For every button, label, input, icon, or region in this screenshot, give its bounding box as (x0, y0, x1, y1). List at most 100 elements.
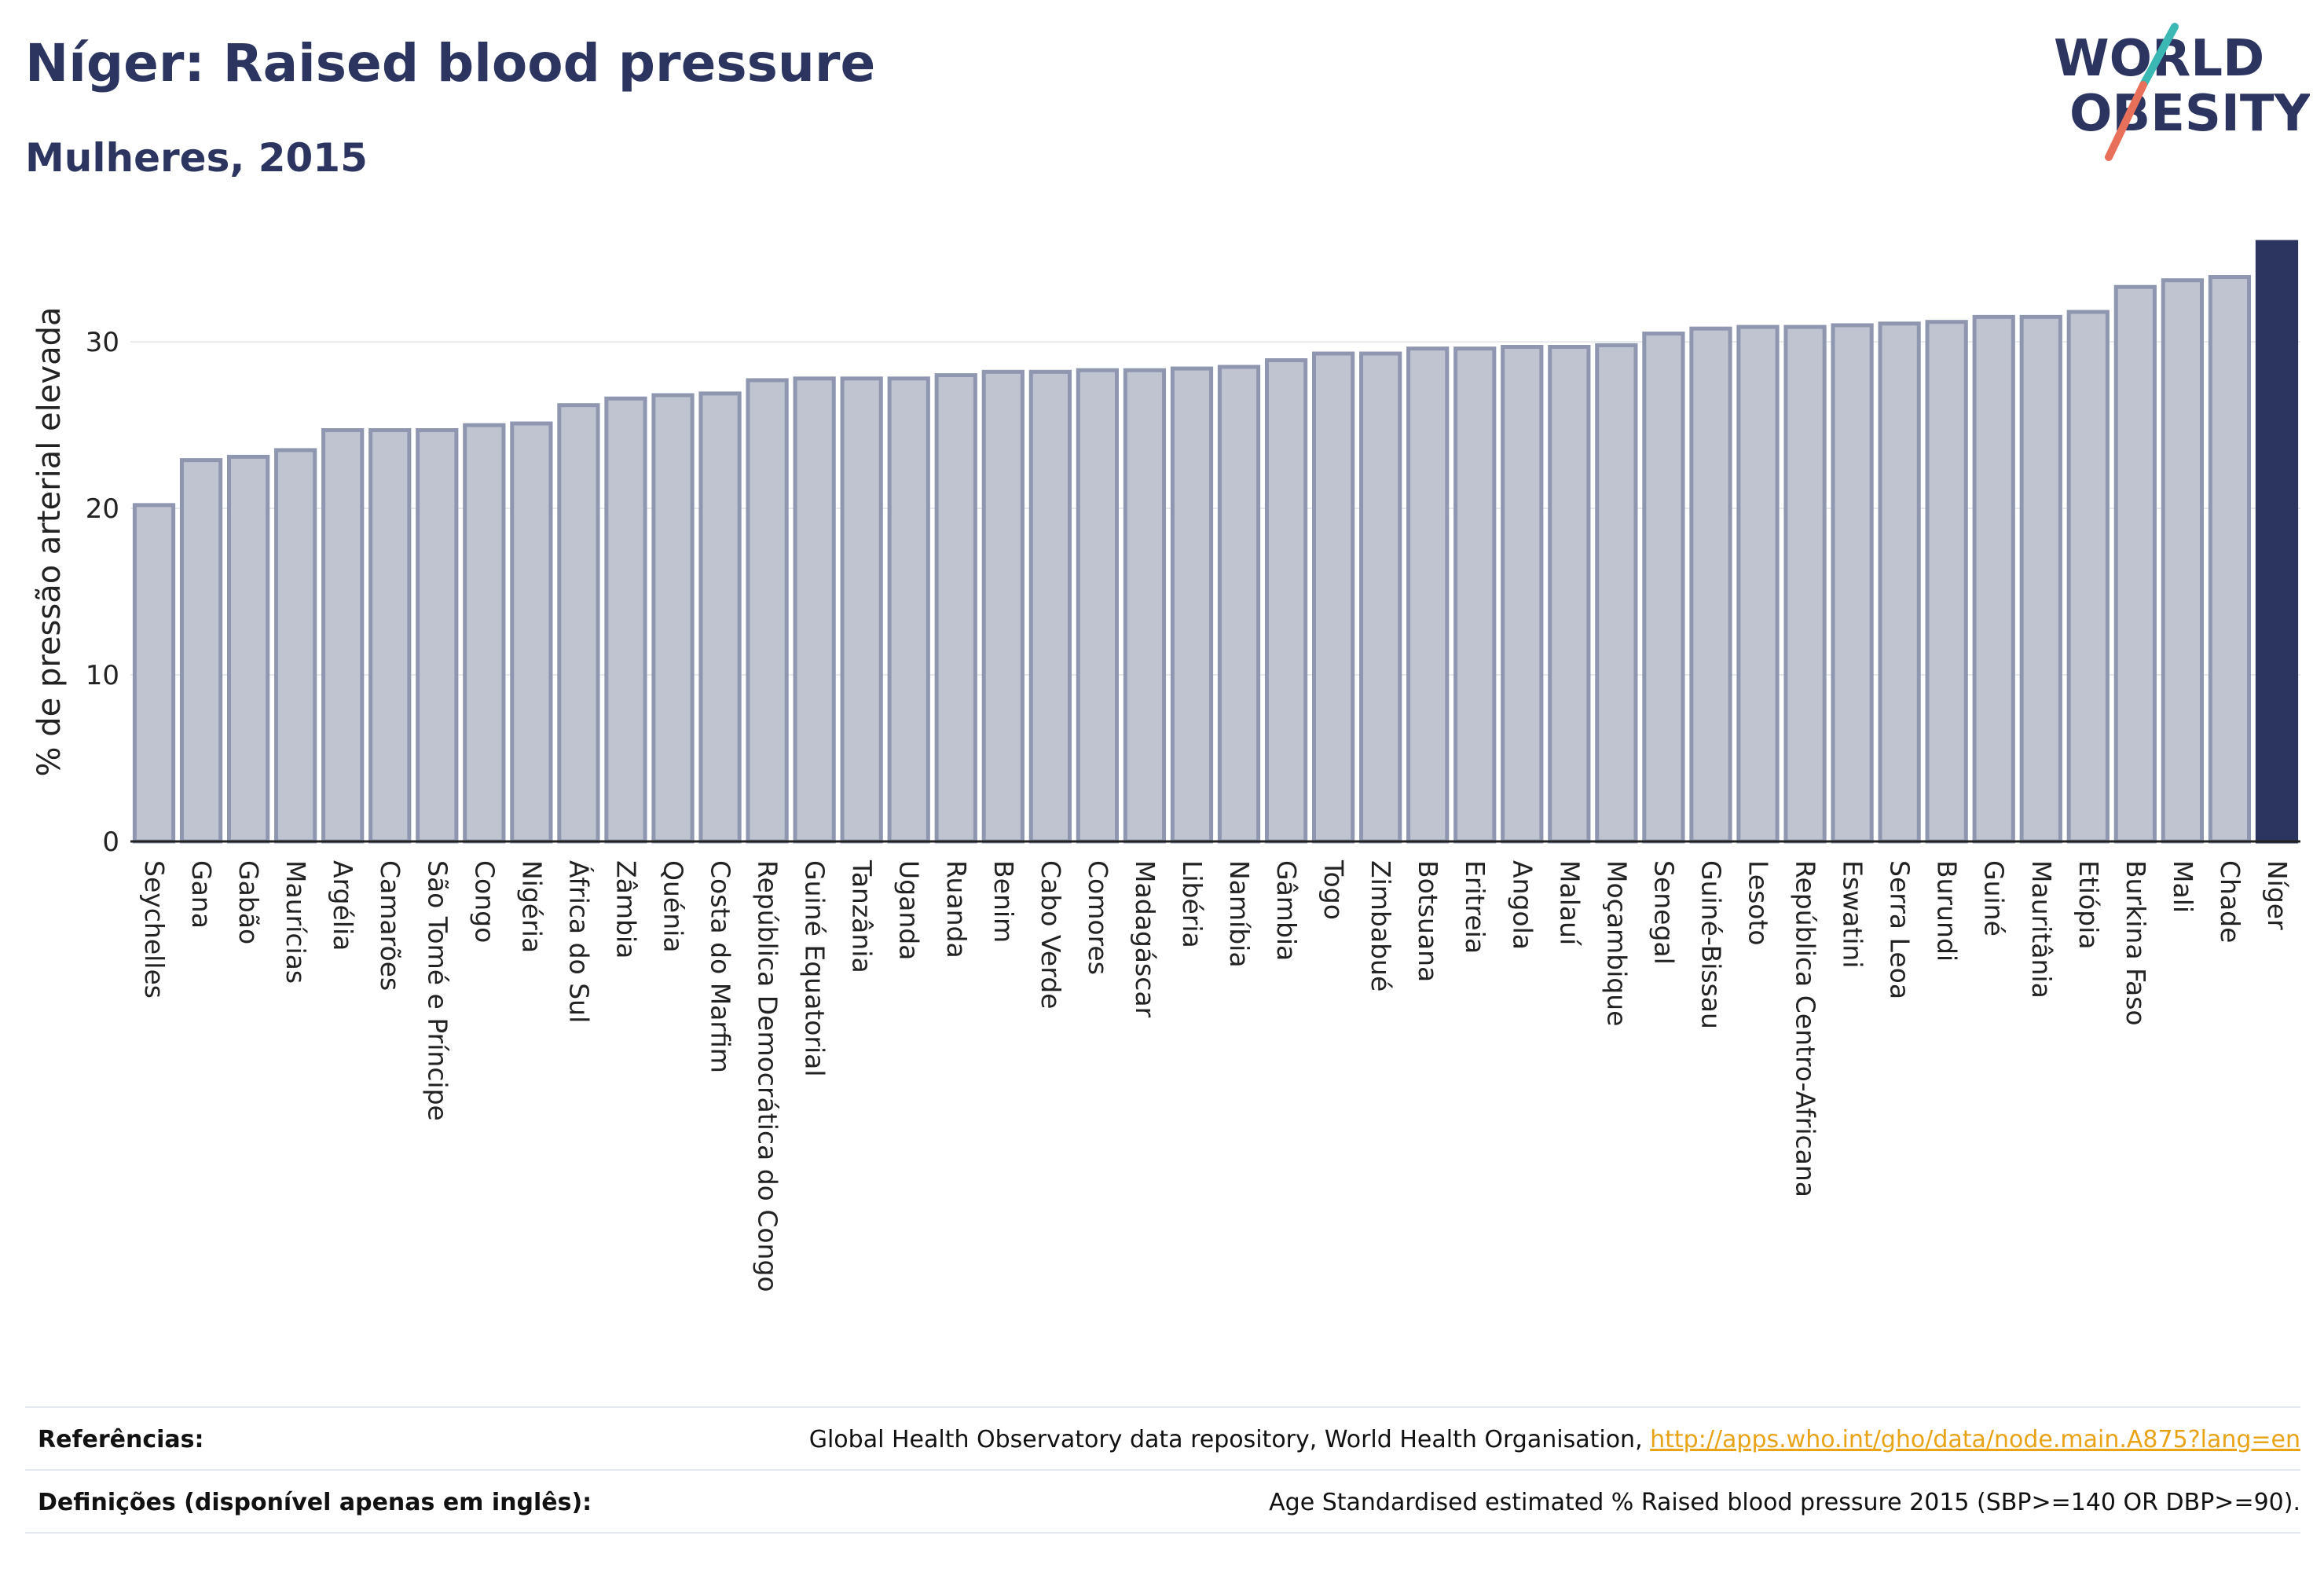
x-tick-label: Uganda (894, 860, 925, 960)
x-tick-label: Comores (1083, 860, 1113, 975)
y-tick-label: 10 (86, 660, 119, 691)
bar (557, 403, 600, 844)
logo-line2: OBESITY (2069, 85, 2310, 143)
bar (179, 458, 223, 844)
x-tick-label: África do Sul (563, 860, 595, 1023)
bar (463, 423, 506, 844)
bar (1501, 345, 1544, 844)
bar (2208, 275, 2252, 844)
x-tick-label: Senegal (1648, 860, 1679, 965)
bar (1548, 345, 1591, 844)
x-tick-label: Benim (988, 860, 1019, 943)
bar (2161, 278, 2205, 844)
bar (840, 376, 883, 844)
bar (1076, 368, 1120, 844)
x-tick-label: Argélia (328, 860, 358, 951)
y-axis-title: % de pressão arterial elevada (31, 307, 68, 777)
x-tick-label: Ruanda (941, 860, 972, 958)
references-label: Referências: (38, 1425, 204, 1453)
bar (1359, 351, 1402, 844)
bar (651, 393, 695, 844)
x-tick-label: Camarões (375, 860, 405, 991)
x-tick-label: Guiné Equatorial (800, 860, 830, 1077)
definitions-row: Definições (disponível apenas em inglês)… (25, 1469, 2300, 1534)
bar (132, 503, 176, 844)
bar (698, 391, 742, 844)
x-tick-label: República Centro-Africana (1791, 860, 1821, 1197)
references-text: Global Health Observatory data repositor… (809, 1426, 2300, 1453)
x-tick-label: Lesoto (1743, 860, 1774, 946)
x-tick-label: Chade (2215, 860, 2245, 943)
x-tick-label: Eswatini (1838, 860, 1868, 968)
x-tick-label: Burundi (1932, 860, 1963, 962)
x-tick-label: Gâmbia (1271, 860, 1302, 961)
bar (1925, 320, 1968, 844)
bar (1595, 343, 1638, 844)
x-tick-label: Guiné-Bissau (1695, 860, 1726, 1029)
x-tick-label: Burkina Faso (2121, 860, 2151, 1026)
x-tick-label: Tanzânia (847, 859, 878, 973)
y-tick-label: 30 (86, 327, 119, 358)
bar (1406, 346, 1450, 844)
bar (1783, 324, 1827, 844)
x-tick-label: Quénia (658, 860, 689, 953)
page-subtitle: Mulheres, 2015 (25, 135, 368, 181)
bar (1217, 365, 1261, 844)
bar (981, 369, 1025, 844)
x-tick-label: Moçambique (1601, 860, 1632, 1026)
x-tick-label: Togo (1318, 859, 1349, 920)
x-tick-label: Congo (469, 860, 500, 943)
x-tick-label: Angola (1507, 860, 1538, 950)
bar (368, 427, 412, 844)
x-tick-label: Seychelles (139, 860, 170, 999)
x-tick-label: Cabo Verde (1036, 860, 1066, 1009)
references-row: Referências: Global Health Observatory d… (25, 1406, 2300, 1471)
definitions-text: Age Standardised estimated % Raised bloo… (1269, 1488, 2300, 1516)
references-link[interactable]: http://apps.who.int/gho/data/node.main.A… (1650, 1425, 2300, 1453)
bar (1831, 323, 1874, 844)
x-tick-label: Botsuana (1413, 860, 1443, 982)
bar (1264, 357, 1308, 844)
x-tick-label: Namíbia (1224, 860, 1255, 968)
x-tick-label: República Democrática do Congo (753, 860, 783, 1292)
bar (2019, 314, 2062, 844)
x-tick-label: Níger (2262, 860, 2293, 930)
x-tick-label: Serra Leoa (1885, 860, 1915, 999)
x-tick-label: Gabão (233, 860, 264, 944)
x-tick-label: Zimbabué (1365, 860, 1396, 991)
logo-slash-coral (2105, 81, 2147, 161)
bar (793, 376, 836, 844)
bar (746, 378, 789, 844)
x-tick-label: Mali (2168, 860, 2198, 913)
x-tick-label: Libéria (1177, 860, 1208, 948)
x-tick-label: São Tomé e Príncipe (422, 860, 453, 1121)
bar (1689, 326, 1732, 844)
bar (1123, 368, 1167, 844)
x-tick-label: Guiné (1979, 860, 2010, 936)
x-tick-label: Malauí (1554, 860, 1585, 947)
x-tick-label: Nigéria (516, 860, 547, 953)
bar (934, 373, 977, 844)
bar (1878, 321, 1921, 844)
x-tick-label: Madagáscar (1130, 860, 1160, 1018)
bar (887, 376, 930, 844)
page-title: Níger: Raised blood pressure (25, 33, 876, 93)
bar (2113, 284, 2157, 844)
bar-chart: 0 10 20 30 % de pressão arterial elevada Seyc… (31, 240, 2300, 1292)
x-tick-label: Zâmbia (610, 860, 641, 958)
x-tick-label: Costa do Marfim (706, 860, 736, 1073)
bar (2255, 240, 2299, 844)
bar (1170, 366, 1214, 844)
references-source: Global Health Observatory data repositor… (808, 1425, 1651, 1453)
bar (2066, 310, 2110, 844)
bar (1736, 324, 1780, 844)
definitions-label: Definições (disponível apenas em inglês)… (38, 1488, 592, 1516)
x-tick-label: Mauritânia (2026, 860, 2057, 999)
bar (604, 396, 647, 844)
bar (1311, 351, 1355, 844)
bar (1972, 314, 2015, 844)
bar (226, 454, 270, 844)
bar (1453, 346, 1497, 844)
bar (1028, 369, 1072, 844)
x-tick-label: Eritreia (1460, 860, 1490, 954)
